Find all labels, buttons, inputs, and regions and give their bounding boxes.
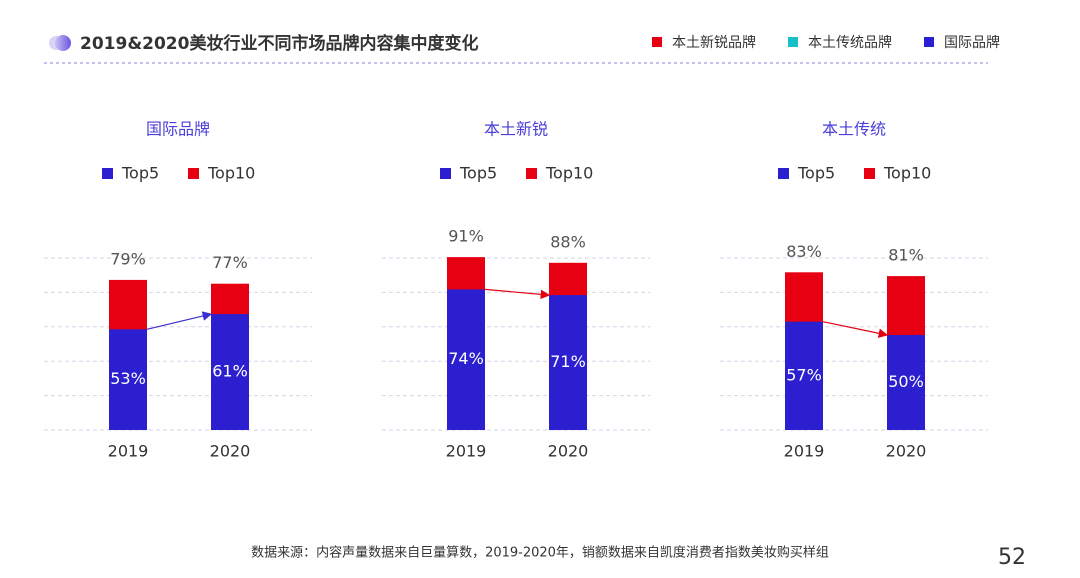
bar <box>549 295 587 430</box>
value-label: 74% <box>448 349 484 368</box>
legend-swatch <box>188 168 199 179</box>
value-label: 83% <box>786 242 822 261</box>
legend-label: 国际品牌 <box>944 34 1000 51</box>
legend-swatch <box>788 37 798 47</box>
value-label: 71% <box>550 352 586 371</box>
x-tick-label: 2020 <box>886 442 927 461</box>
legend-label: Top10 <box>207 164 255 183</box>
legend-label: 本土新锐品牌 <box>672 34 756 51</box>
legend-swatch <box>864 168 875 179</box>
legend-swatch <box>778 168 789 179</box>
value-label: 53% <box>110 369 146 388</box>
x-tick-label: 2019 <box>108 442 149 461</box>
value-label: 91% <box>448 227 484 246</box>
x-tick-label: 2019 <box>446 442 487 461</box>
bar <box>211 314 249 430</box>
title-icon <box>55 35 71 51</box>
legend-label: Top5 <box>121 164 159 183</box>
bar <box>109 329 147 430</box>
trend-arrow <box>484 288 551 300</box>
chart-title: 国际品牌 <box>146 120 210 139</box>
chart-title: 本土新锐 <box>484 120 548 139</box>
x-tick-label: 2019 <box>784 442 825 461</box>
page-number: 52 <box>998 545 1026 570</box>
value-label: 57% <box>786 365 822 384</box>
value-label: 81% <box>888 246 924 265</box>
source: 数据来源：内容声量数据来自巨量算数，2019-2020年，销额数据来自凯度消费者… <box>251 545 829 561</box>
legend-label: Top10 <box>883 164 931 183</box>
legend-swatch <box>526 168 537 179</box>
chart-title: 本土传统 <box>822 120 886 139</box>
bar <box>785 321 823 430</box>
x-tick-label: 2020 <box>210 442 251 461</box>
value-label: 61% <box>212 362 248 381</box>
legend-swatch <box>440 168 451 179</box>
legend-swatch <box>102 168 113 179</box>
slide-title: 2019&2020美妆行业不同市场品牌内容集中度变化 <box>80 33 478 54</box>
trend-arrow <box>146 311 213 330</box>
value-label: 77% <box>212 253 248 272</box>
bar <box>887 335 925 430</box>
value-label: 50% <box>888 372 924 391</box>
bar <box>447 289 485 430</box>
x-tick-label: 2020 <box>548 442 589 461</box>
legend-swatch <box>652 37 662 47</box>
legend-label: Top10 <box>545 164 593 183</box>
legend-label: Top5 <box>459 164 497 183</box>
value-label: 79% <box>110 249 146 268</box>
value-label: 88% <box>550 232 586 251</box>
legend-label: 本土传统品牌 <box>808 34 892 51</box>
legend-swatch <box>924 37 934 47</box>
trend-arrow <box>822 321 889 338</box>
legend-label: Top5 <box>797 164 835 183</box>
